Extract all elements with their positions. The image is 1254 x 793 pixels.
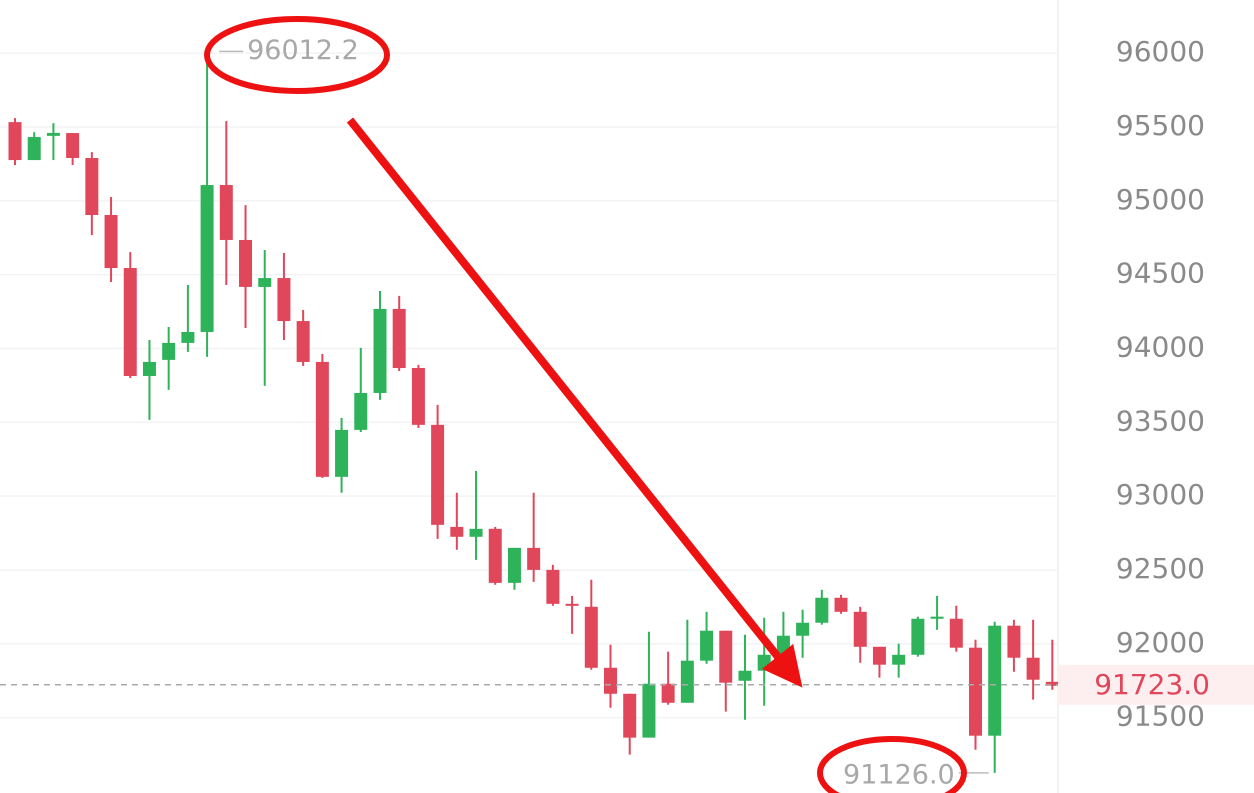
candle-body	[1026, 657, 1040, 680]
candle-body	[546, 569, 560, 604]
y-tick-label: 93000	[1116, 478, 1205, 511]
y-tick-label: 94000	[1116, 331, 1205, 364]
candle-body	[623, 693, 637, 738]
candle-body	[565, 603, 579, 606]
candle-body	[796, 622, 810, 636]
candle-body	[258, 278, 272, 287]
candle-body	[507, 547, 521, 583]
y-tick-label: 92000	[1116, 626, 1205, 659]
candle-body	[335, 429, 349, 477]
candle-body	[66, 133, 80, 159]
trend-arrow	[346, 117, 803, 688]
candle-body	[949, 618, 963, 648]
candle-body	[354, 392, 368, 430]
candle-body	[277, 278, 291, 322]
candle-body	[450, 526, 464, 537]
candle-body	[469, 528, 483, 537]
y-tick-label: 92500	[1116, 552, 1205, 585]
annotations	[204, 16, 967, 793]
candle-body	[892, 654, 906, 665]
candle-body	[930, 616, 944, 619]
candle-body	[911, 618, 925, 655]
candle-body	[123, 268, 137, 376]
candle-body	[757, 654, 771, 671]
y-tick-label: 93500	[1116, 404, 1205, 437]
candle-body	[700, 630, 714, 661]
candle-body	[642, 683, 656, 738]
y-tick-label: 95500	[1116, 109, 1205, 142]
candle-body	[219, 185, 233, 240]
candle-body	[872, 646, 886, 665]
highlight-ellipse	[817, 736, 967, 793]
candle-body	[162, 342, 176, 360]
candle-body	[604, 667, 618, 694]
candle-body	[85, 158, 99, 216]
candle-body	[738, 670, 752, 681]
candle-body	[834, 597, 848, 612]
y-tick-label: 95000	[1116, 183, 1205, 216]
candle-body	[1007, 625, 1021, 658]
candle-body	[661, 683, 675, 703]
candle-body	[46, 132, 60, 136]
candle-body	[431, 424, 445, 525]
candle-body	[104, 215, 118, 269]
candle-body	[1045, 681, 1059, 686]
y-tick-label: 96000	[1116, 35, 1205, 68]
candle-body	[200, 185, 214, 332]
candle-body	[315, 361, 329, 477]
candle-body	[969, 647, 982, 736]
candle-body	[527, 547, 541, 570]
candle-body	[853, 611, 867, 647]
candle-body	[719, 630, 733, 683]
candle-body	[392, 308, 406, 368]
labels: 91500 92000 92500 93000 93500 94000 94500 95000…	[0, 35, 1254, 790]
candle-body	[239, 239, 253, 287]
candle-body	[181, 331, 195, 343]
candle-body	[584, 606, 598, 668]
highlight-ellipse	[204, 16, 390, 94]
y-tick-label: 94500	[1116, 257, 1205, 290]
candle-body	[988, 625, 1002, 736]
high-label: 96012.2	[247, 35, 359, 66]
candles	[8, 51, 1059, 773]
candle-body	[8, 122, 22, 161]
low-label: 91126.0	[843, 759, 955, 790]
candle-body	[296, 321, 310, 362]
candle-body	[142, 361, 156, 376]
candle-body	[411, 367, 425, 425]
last-price-label: 91723.0	[1094, 668, 1210, 701]
last-price-box	[1058, 664, 1254, 705]
grid	[0, 52, 1058, 719]
candle-body	[488, 528, 502, 583]
candle-body	[27, 137, 41, 161]
candle-body	[373, 308, 387, 393]
y-tick-label: 91500	[1116, 700, 1205, 733]
candle-body	[680, 660, 694, 703]
candle-body	[815, 597, 829, 623]
